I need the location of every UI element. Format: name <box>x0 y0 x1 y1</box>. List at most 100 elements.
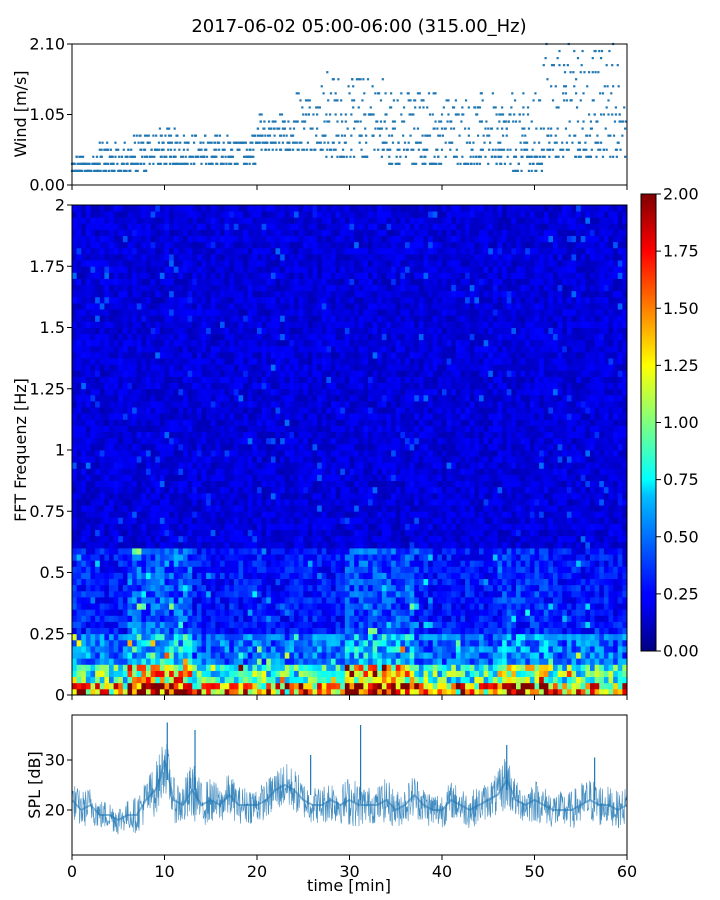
spectrogram-cell <box>201 572 207 580</box>
spectrogram-cell <box>187 431 193 439</box>
spectrogram-cell <box>257 223 263 230</box>
spectrogram-cell <box>118 590 124 598</box>
spectrogram-cell <box>206 303 212 310</box>
spectrogram-cell <box>201 443 207 451</box>
wind-data-point <box>353 127 356 130</box>
spectrogram-cell <box>113 474 119 482</box>
wind-data-point <box>585 148 588 151</box>
spectrogram-cell <box>141 394 147 402</box>
spectrogram-cell <box>81 554 87 561</box>
spectrogram-cell <box>178 480 184 488</box>
spectrogram-cell <box>164 394 170 402</box>
wind-data-point <box>87 169 90 172</box>
wind-data-point <box>254 162 257 165</box>
spectrogram-cell <box>113 284 119 292</box>
wind-data-point <box>293 141 297 144</box>
spectrogram-cell <box>183 670 189 678</box>
spectrogram-cell <box>81 376 87 384</box>
spectrogram-cell <box>99 205 105 212</box>
spectrogram-cell <box>215 229 221 237</box>
spectrogram-cell <box>247 523 253 531</box>
spectrogram-cell <box>113 364 119 371</box>
spectrogram-cell <box>146 511 152 518</box>
spectrogram-cell <box>178 633 184 641</box>
spectrogram-cell <box>118 523 124 531</box>
spectrogram-cell <box>266 609 272 616</box>
spectrogram-cell <box>252 603 258 610</box>
spectrogram-cell <box>150 609 156 616</box>
wind-data-point <box>547 134 550 137</box>
spectrogram-cell <box>229 676 235 684</box>
wind-data-point <box>546 148 549 151</box>
spectrogram-cell <box>275 205 281 212</box>
spectrogram-cell <box>113 437 119 445</box>
spectrogram-cell <box>141 376 147 384</box>
wind-data-point <box>292 127 296 130</box>
spectrogram-cell <box>76 254 82 261</box>
spectrogram-cell <box>155 401 161 408</box>
wind-data-point <box>216 162 219 165</box>
spectrogram-cell <box>284 615 290 622</box>
spectrogram-cell <box>187 560 193 567</box>
spectrogram-cell <box>284 345 290 353</box>
spectrogram-cell <box>85 339 91 347</box>
spectrogram-cell <box>192 217 198 224</box>
spectrogram-cell <box>183 480 189 488</box>
spectrogram-cell <box>183 217 189 224</box>
spectrogram-cell <box>229 394 235 402</box>
spectrogram-cell <box>247 664 253 671</box>
spectrogram-cell <box>187 345 193 353</box>
spectrogram-cell <box>233 590 239 598</box>
spectrogram-cell <box>150 388 156 396</box>
spectrogram-cell <box>183 603 189 610</box>
wind-data-point <box>78 162 81 165</box>
spectrogram-cell <box>238 425 244 433</box>
spectrogram-cell <box>275 309 281 316</box>
wind-data-point <box>589 155 593 158</box>
spectrogram-cell <box>118 290 124 298</box>
spectrogram-cell <box>261 235 267 243</box>
spectrogram-cell <box>289 554 295 561</box>
spectrogram-cell <box>113 578 119 586</box>
spectrogram-cell <box>206 505 212 512</box>
spectrogram-cell <box>95 394 101 402</box>
spectrogram-cell <box>155 554 161 561</box>
spectrogram-cell <box>192 401 198 408</box>
spectrogram-cell <box>109 682 115 690</box>
wind-data-point <box>462 113 465 116</box>
spectrogram-cell <box>284 205 290 212</box>
spectrogram-cell <box>284 511 290 518</box>
spectrogram-cell <box>90 309 96 316</box>
spectrogram-cell <box>192 339 198 347</box>
wind-data-point <box>576 148 580 151</box>
wind-data-point <box>175 162 178 165</box>
spectrogram-cell <box>229 419 235 426</box>
wind-data-point <box>105 169 108 172</box>
spectrogram-cell <box>187 266 193 273</box>
spectrogram-cell <box>122 309 128 316</box>
spectrogram-cell <box>280 211 286 218</box>
spectrogram-cell <box>127 358 133 365</box>
spectrogram-cell <box>173 560 179 567</box>
spectrogram-cell <box>150 548 156 555</box>
spectrogram-cell <box>118 339 124 347</box>
spectrogram-cell <box>266 486 272 494</box>
spectrogram-cell <box>150 419 156 426</box>
wind-data-point <box>620 120 623 123</box>
spectrogram-cell <box>257 345 263 353</box>
spectrogram-cell <box>146 437 152 445</box>
wind-data-point <box>479 155 482 158</box>
spectrogram-cell <box>257 284 263 292</box>
wind-data-point <box>527 127 531 130</box>
spectrogram-cell <box>155 615 161 622</box>
spectrogram-cell <box>224 254 230 261</box>
spectrogram-cell <box>81 560 87 567</box>
spectrogram-cell <box>81 382 87 390</box>
spectrogram-cell <box>164 235 170 243</box>
wind-data-point <box>622 120 625 123</box>
spectrogram-cell <box>266 474 272 482</box>
wind-data-point <box>101 141 104 144</box>
spectrogram-cell <box>155 603 161 610</box>
spectrogram-cell <box>136 633 142 641</box>
spectrogram-cell <box>169 450 175 457</box>
